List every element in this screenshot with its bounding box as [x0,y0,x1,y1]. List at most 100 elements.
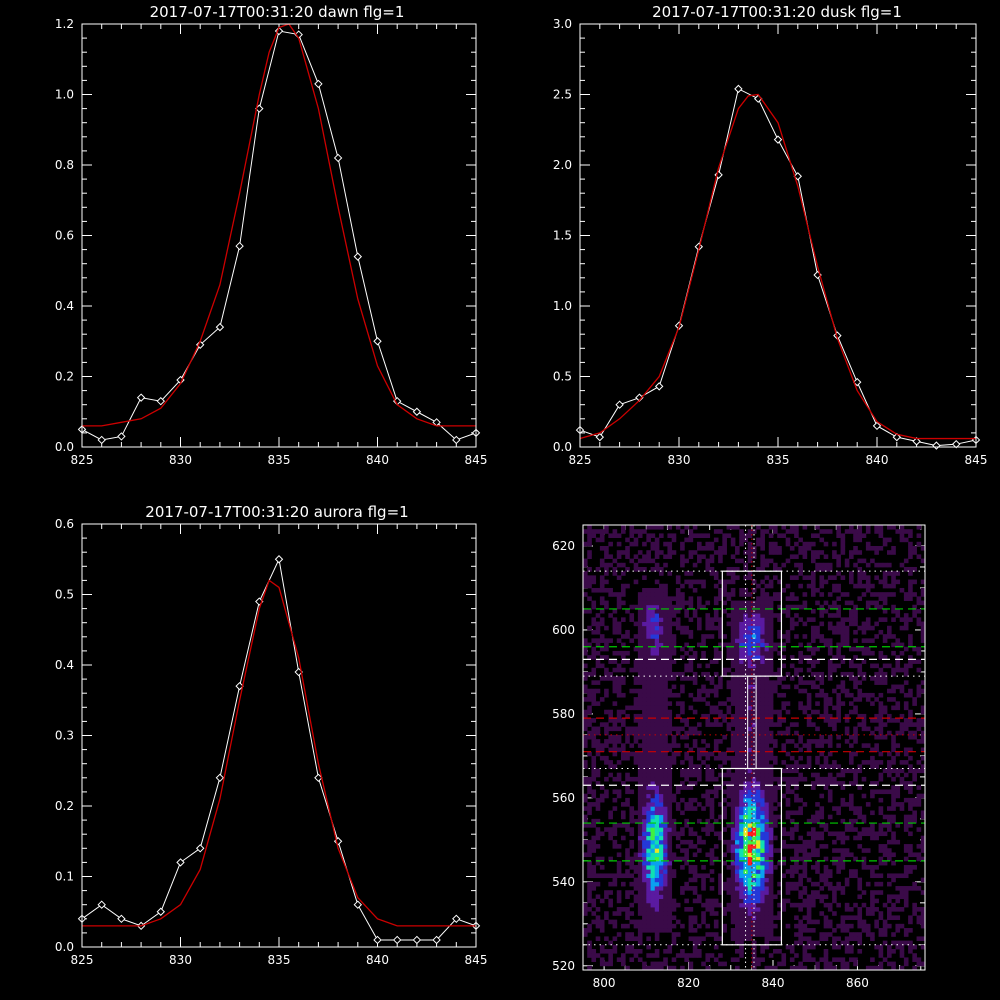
spectrogram-heatmap-cell [819,583,825,589]
spectrogram-heatmap-cell [663,562,668,568]
spectrogram-heatmap-cell [659,709,664,715]
spectrogram-heatmap-cell [604,936,609,942]
spectrogram-heatmap-cell [730,604,736,610]
spectrogram-heatmap-cell [637,755,643,761]
spectrogram-heatmap-cell [684,667,689,673]
spectrogram-heatmap-cell [667,776,673,782]
spectrogram-heatmap-cell [756,839,761,845]
spectrogram-heatmap-cell [777,949,782,954]
spectrogram-heatmap-cell [878,718,884,723]
spectrogram-heatmap-cell [616,709,622,715]
spectrogram-heatmap-cell [612,529,618,534]
spectrogram-heatmap-cell [827,671,833,677]
spectrogram-heatmap-cell [827,604,833,610]
spectrogram-heatmap-cell [865,562,871,568]
spectrogram-heatmap-cell [789,617,795,622]
spectrogram-heatmap-cell [912,818,917,824]
spectrogram-heatmap-cell [705,907,711,912]
spectrogram-heatmap-cell [819,566,825,572]
spectrogram-heatmap-cell [621,755,626,761]
spectrogram-heatmap-cell [684,608,689,614]
spectrogram-heatmap-cell [751,886,757,891]
spectrogram-heatmap-cell [587,550,592,555]
spectrogram-heatmap-cell [891,642,896,648]
spectrogram-heatmap-cell [705,823,711,828]
spectrogram-heatmap-cell [633,667,639,673]
spectrogram-heatmap-cell [646,638,651,643]
spectrogram-heatmap-cell [663,617,668,622]
spectrogram-heatmap-cell [920,835,926,841]
spectrogram-heatmap-cell [747,621,753,627]
spectrogram-heatmap-cell [912,902,917,908]
spectrogram-heatmap-cell [785,898,791,904]
spectrogram-heatmap-cell [637,957,643,963]
spectrogram-heatmap-cell [616,596,622,601]
spectrogram-heatmap-cell [680,953,685,958]
spectrogram-heatmap-cell [747,713,753,719]
spectrogram-heatmap-cell [806,646,812,652]
spectrogram-heatmap-cell [895,638,901,643]
spectrogram-heatmap-cell [861,814,867,820]
spectrogram-heatmap-cell [802,936,808,942]
spectrogram-heatmap-cell [781,844,787,849]
spectrogram-heatmap-cell [895,667,901,673]
spectrogram-heatmap-cell [637,705,643,711]
spectrogram-heatmap-cell [798,566,803,572]
spectrogram-heatmap-cell [861,571,867,576]
spectrogram-heatmap-cell [671,734,677,740]
spectrogram-heatmap-cell [751,848,757,853]
spectrogram-heatmap-cell [747,806,753,811]
spectrogram-heatmap-cell [840,625,846,631]
spectrogram-heatmap-cell [654,634,660,639]
spectrogram-heatmap-cell [621,655,626,660]
spectrogram-heatmap-cell [730,575,736,580]
spectrogram-heatmap-cell [798,755,803,761]
aurora-y-tick-label: 0.3 [55,729,74,743]
spectrogram-heatmap-cell [908,730,913,736]
spectrogram-heatmap-cell [887,881,892,887]
spectrogram-heatmap-cell [849,932,854,937]
spectrogram-heatmap-cell [920,739,926,744]
spectrogram-heatmap-cell [684,751,689,757]
spectrogram-heatmap-cell [827,562,833,568]
spectrogram-heatmap-cell [654,743,660,748]
spectrogram-heatmap-cell [870,755,875,761]
spectrogram-heatmap-cell [794,760,799,765]
aurora-data-point [117,914,126,924]
spectrogram-heatmap-cell [882,583,888,589]
spectrogram-heatmap-cell [684,802,689,807]
spectrogram-heatmap-cell [751,898,757,904]
spectrogram-heatmap-cell [595,751,601,757]
spectrogram-heatmap-cell [899,802,905,807]
spectrogram-heatmap-cell [654,818,660,824]
spectrogram-heatmap-cell [895,529,901,534]
spectrogram-heatmap-cell [697,949,702,954]
spectrogram-heatmap-cell [608,676,613,681]
spectrogram-heatmap-cell [908,781,913,786]
spectrogram-heatmap-cell [760,818,765,824]
dusk-data-point [872,421,882,431]
spectrogram-heatmap-cell [583,558,588,564]
spectrogram-heatmap-cell [709,823,715,828]
spectrogram-heatmap-cell [671,923,677,929]
spectrogram-heatmap-cell [743,592,749,597]
spectrogram-heatmap-cell [908,541,913,547]
spectrogram-heatmap-cell [865,965,871,971]
spectrogram-heatmap-cell [659,818,664,824]
spectrogram-heatmap-cell [823,705,829,711]
spectrogram-heatmap-cell [844,877,850,883]
spectrogram-heatmap-cell [616,911,622,916]
spectrogram-heatmap-cell [713,600,719,606]
spectrogram-heatmap-cell [832,722,837,727]
spectrogram-heatmap-cell [735,667,740,673]
spectrogram-heatmap-cell [591,957,597,963]
spectrogram-heatmap-cell [650,915,656,921]
spectrogram-heatmap-cell [743,844,749,849]
spectrogram-heatmap-cell [629,558,635,564]
spectrogram-heatmap-cell [743,898,749,904]
spectrogram-heatmap-cell [802,604,808,610]
spectrogram-heatmap-cell [849,734,854,740]
spectrogram-heatmap-cell [743,881,749,887]
spectrogram-heatmap-cell [760,726,765,732]
spectrogram-heatmap-cell [857,579,863,585]
